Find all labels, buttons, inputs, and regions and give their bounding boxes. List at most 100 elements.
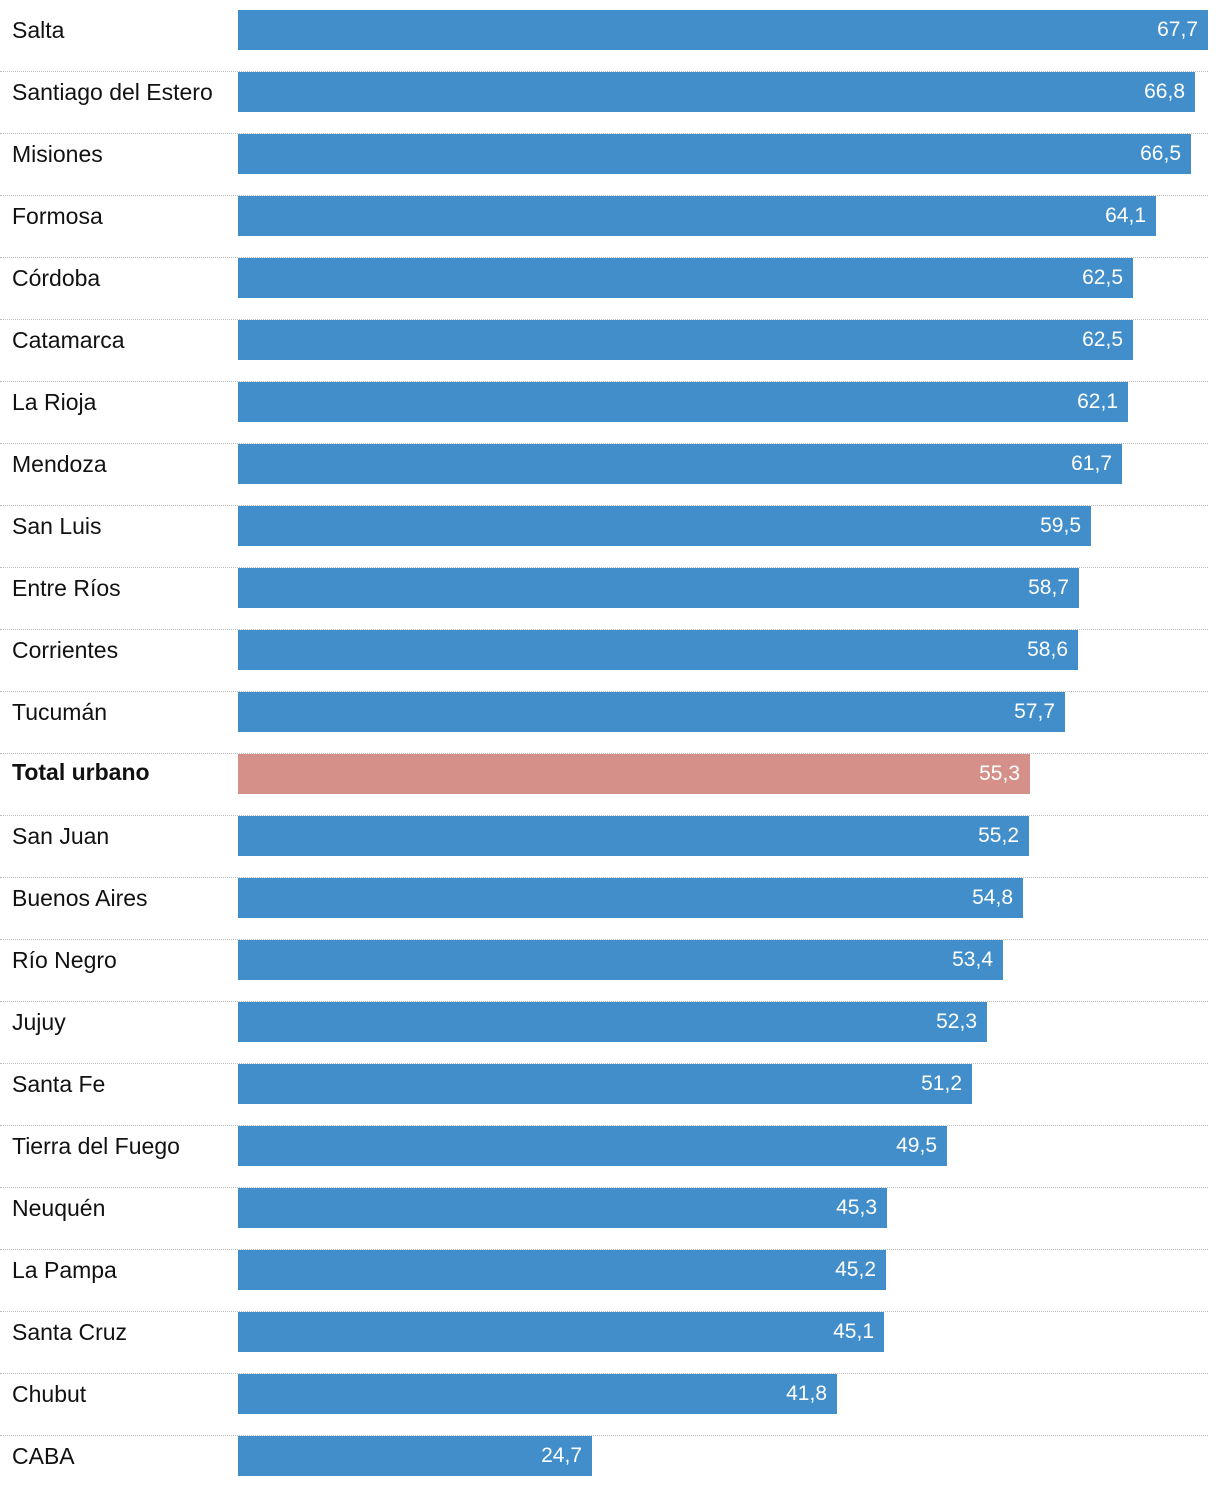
category-label: Formosa bbox=[12, 203, 103, 229]
category-label: Jujuy bbox=[12, 1009, 66, 1035]
category-label: Misiones bbox=[12, 141, 103, 167]
bar: 61,7 bbox=[238, 444, 1122, 484]
row-separator bbox=[0, 319, 1208, 320]
chart-row: Tucumán 57,7 bbox=[0, 692, 1208, 754]
value-label: 55,2 bbox=[978, 824, 1019, 847]
value-label: 67,7 bbox=[1157, 18, 1198, 41]
chart-row: La Pampa 45,2 bbox=[0, 1250, 1208, 1312]
value-label: 52,3 bbox=[936, 1010, 977, 1033]
row-separator bbox=[0, 1373, 1208, 1374]
value-label: 53,4 bbox=[952, 948, 993, 971]
bar: 66,5 bbox=[238, 134, 1191, 174]
category-label: La Rioja bbox=[12, 389, 97, 415]
bar: 58,7 bbox=[238, 568, 1079, 608]
value-label: 45,2 bbox=[835, 1258, 876, 1281]
chart-row: Río Negro 53,4 bbox=[0, 940, 1208, 1002]
value-label: 58,7 bbox=[1028, 576, 1069, 599]
bar: 55,2 bbox=[238, 816, 1029, 856]
value-label: 64,1 bbox=[1105, 204, 1146, 227]
bar: 58,6 bbox=[238, 630, 1078, 670]
row-separator bbox=[0, 567, 1208, 568]
chart-row: Salta 67,7 bbox=[0, 10, 1208, 72]
row-separator bbox=[0, 753, 1208, 754]
value-label: 51,2 bbox=[921, 1072, 962, 1095]
chart-row: San Juan 55,2 bbox=[0, 816, 1208, 878]
bar: 52,3 bbox=[238, 1002, 987, 1042]
value-label: 62,5 bbox=[1082, 328, 1123, 351]
value-label: 59,5 bbox=[1040, 514, 1081, 537]
value-label: 62,5 bbox=[1082, 266, 1123, 289]
row-separator bbox=[0, 505, 1208, 506]
highlight-bar: 55,3 bbox=[238, 754, 1030, 794]
value-label: 45,3 bbox=[836, 1196, 877, 1219]
row-separator bbox=[0, 939, 1208, 940]
value-label: 24,7 bbox=[541, 1444, 582, 1467]
category-label: Tucumán bbox=[12, 699, 108, 725]
category-label: Corrientes bbox=[12, 637, 119, 663]
bar: 41,8 bbox=[238, 1374, 837, 1414]
row-separator bbox=[0, 1001, 1208, 1002]
row-separator bbox=[0, 815, 1208, 816]
bar: 59,5 bbox=[238, 506, 1091, 546]
category-label: Buenos Aires bbox=[12, 885, 148, 911]
category-label: Santa Fe bbox=[12, 1071, 106, 1097]
chart-row: Misiones 66,5 bbox=[0, 134, 1208, 196]
chart-row: Total urbano 55,3 bbox=[0, 754, 1208, 816]
category-label: Entre Ríos bbox=[12, 575, 121, 601]
row-separator bbox=[0, 1125, 1208, 1126]
chart-row: Santa Cruz 45,1 bbox=[0, 1312, 1208, 1374]
category-label: Mendoza bbox=[12, 451, 107, 477]
bar: 62,1 bbox=[238, 382, 1128, 422]
chart-row: Buenos Aires 54,8 bbox=[0, 878, 1208, 940]
bar: 62,5 bbox=[238, 258, 1133, 298]
value-label: 55,3 bbox=[979, 762, 1020, 785]
chart-row: Corrientes 58,6 bbox=[0, 630, 1208, 692]
row-separator bbox=[0, 1063, 1208, 1064]
value-label: 45,1 bbox=[833, 1320, 874, 1343]
chart-row: Entre Ríos 58,7 bbox=[0, 568, 1208, 630]
value-label: 54,8 bbox=[972, 886, 1013, 909]
row-separator bbox=[0, 133, 1208, 134]
bar: 53,4 bbox=[238, 940, 1003, 980]
row-separator bbox=[0, 877, 1208, 878]
bar: 54,8 bbox=[238, 878, 1023, 918]
chart-row: Catamarca 62,5 bbox=[0, 320, 1208, 382]
category-label: Río Negro bbox=[12, 947, 117, 973]
bar: 64,1 bbox=[238, 196, 1156, 236]
bar: 57,7 bbox=[238, 692, 1065, 732]
row-separator bbox=[0, 195, 1208, 196]
category-label: San Luis bbox=[12, 513, 102, 539]
bar: 66,8 bbox=[238, 72, 1195, 112]
chart-row: CABA 24,7 bbox=[0, 1436, 1208, 1498]
bar: 45,2 bbox=[238, 1250, 886, 1290]
value-label: 66,8 bbox=[1144, 80, 1185, 103]
chart-row: Neuquén 45,3 bbox=[0, 1188, 1208, 1250]
category-label: Salta bbox=[12, 17, 65, 43]
category-label: Total urbano bbox=[12, 759, 150, 785]
value-label: 57,7 bbox=[1014, 700, 1055, 723]
row-separator bbox=[0, 1249, 1208, 1250]
row-separator bbox=[0, 381, 1208, 382]
value-label: 62,1 bbox=[1077, 390, 1118, 413]
bar: 45,1 bbox=[238, 1312, 884, 1352]
category-label: La Pampa bbox=[12, 1257, 117, 1283]
category-label: Tierra del Fuego bbox=[12, 1133, 180, 1159]
category-label: San Juan bbox=[12, 823, 110, 849]
chart-row: Jujuy 52,3 bbox=[0, 1002, 1208, 1064]
value-label: 49,5 bbox=[896, 1134, 937, 1157]
chart-row: Chubut 41,8 bbox=[0, 1374, 1208, 1436]
row-separator bbox=[0, 1435, 1208, 1436]
chart-row: Córdoba 62,5 bbox=[0, 258, 1208, 320]
category-label: Santiago del Estero bbox=[12, 79, 213, 105]
row-separator bbox=[0, 1311, 1208, 1312]
chart-row: Santa Fe 51,2 bbox=[0, 1064, 1208, 1126]
row-separator bbox=[0, 443, 1208, 444]
chart-row: La Rioja 62,1 bbox=[0, 382, 1208, 444]
bar: 45,3 bbox=[238, 1188, 887, 1228]
value-label: 58,6 bbox=[1027, 638, 1068, 661]
chart-row: Santiago del Estero 66,8 bbox=[0, 72, 1208, 134]
row-separator bbox=[0, 691, 1208, 692]
category-label: Santa Cruz bbox=[12, 1319, 128, 1345]
row-separator bbox=[0, 1187, 1208, 1188]
